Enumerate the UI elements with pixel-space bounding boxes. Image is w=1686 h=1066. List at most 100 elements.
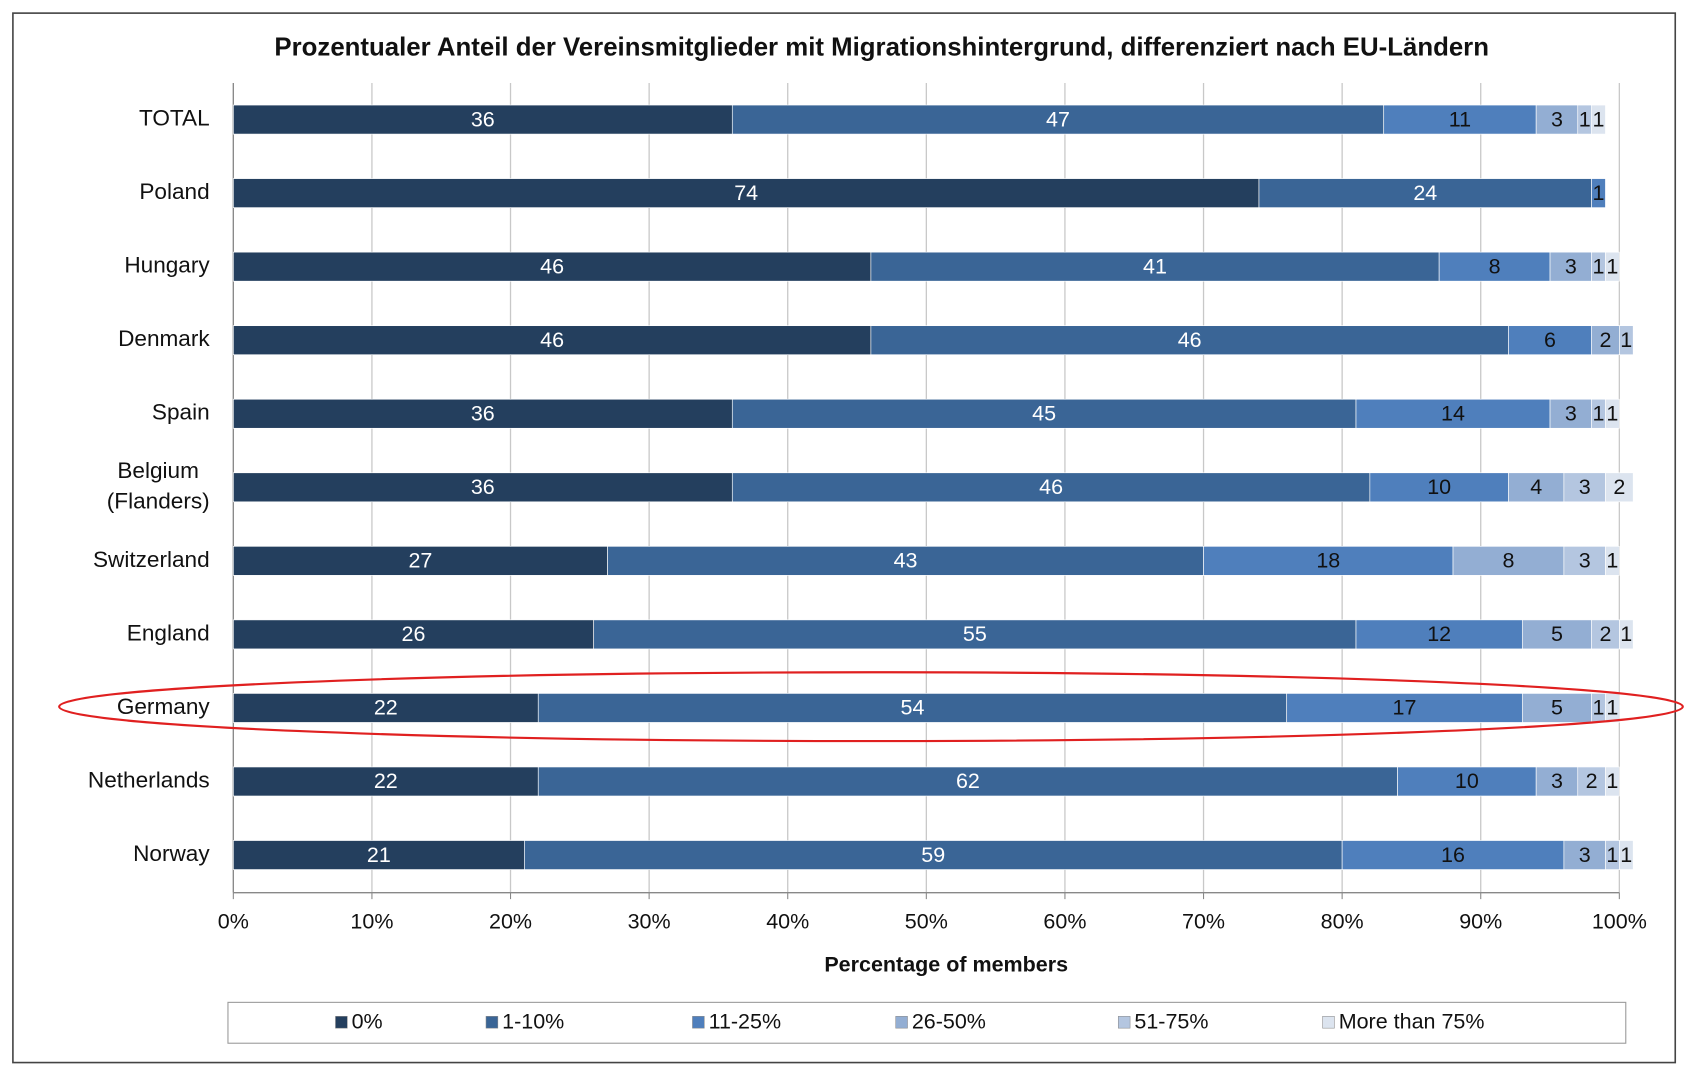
data-label: 16 xyxy=(1441,843,1465,867)
bar-segment xyxy=(1369,472,1509,503)
plot: 0% 10% 20% 30% 40% 50% 60% 70% 80% 90% 100%TOTAL 36… xyxy=(88,83,1647,1033)
data-label: 1 xyxy=(1593,402,1605,426)
legend-swatch xyxy=(335,1016,348,1029)
bar-segment xyxy=(1535,104,1579,135)
data-label: 74 xyxy=(734,181,758,205)
data-label: 2 xyxy=(1599,622,1611,646)
bar-segment xyxy=(1397,766,1537,797)
legend-label: 26-50% xyxy=(912,1009,986,1033)
x-tick-label: 60% xyxy=(1043,909,1086,933)
y-tick-label: Denmark xyxy=(118,326,210,351)
bar-segment xyxy=(607,546,1204,576)
legend-swatch xyxy=(692,1016,705,1029)
legend-swatch xyxy=(485,1016,499,1029)
x-tick-label: 80% xyxy=(1321,909,1364,933)
bar-segment xyxy=(1508,325,1592,356)
bar-segment xyxy=(1619,325,1634,356)
y-tick-label: Germany xyxy=(117,694,211,719)
data-label: 1 xyxy=(1606,549,1618,573)
x-tick-label: 90% xyxy=(1459,909,1502,933)
data-label: 46 xyxy=(1039,475,1063,499)
x-tick-label: 40% xyxy=(766,909,809,933)
bar-segment xyxy=(233,398,733,429)
bar-segment xyxy=(1438,251,1551,282)
data-label: 24 xyxy=(1413,181,1437,205)
bar-segment xyxy=(1577,766,1606,797)
data-label: 36 xyxy=(471,107,495,131)
frame xyxy=(12,12,1677,1064)
data-label: 17 xyxy=(1393,696,1417,720)
data-label: 3 xyxy=(1565,402,1577,426)
bar-segment xyxy=(1591,104,1606,135)
data-label: 11 xyxy=(1449,107,1471,131)
y-tick-label: TOTAL xyxy=(139,106,210,131)
bar-segment xyxy=(870,325,1509,356)
legend-box xyxy=(227,1001,1627,1044)
data-label: 1 xyxy=(1620,622,1632,646)
data-label: 41 xyxy=(1143,254,1167,278)
data-label: 45 xyxy=(1032,402,1056,426)
data-label: 14 xyxy=(1441,402,1465,426)
bar-segment xyxy=(1383,104,1537,135)
data-label: 46 xyxy=(540,254,564,278)
bar-segment xyxy=(1563,840,1606,870)
legend-label: 0% xyxy=(352,1009,383,1033)
data-label: 1 xyxy=(1606,402,1618,426)
bar-segment xyxy=(1258,178,1592,208)
bar-segment xyxy=(1203,546,1454,576)
bar-segment xyxy=(1563,472,1606,503)
data-label: 55 xyxy=(963,622,987,646)
legend-label: 1-10% xyxy=(502,1009,564,1033)
x-axis-title: Percentage of members xyxy=(824,952,1068,976)
bar-segment xyxy=(233,178,1260,208)
data-label: 27 xyxy=(408,549,432,573)
bar-segment xyxy=(233,840,525,870)
x-tick-label: 10% xyxy=(350,909,393,933)
bar-segment xyxy=(1521,619,1592,650)
bar-segment xyxy=(537,693,1288,723)
data-label: 1 xyxy=(1579,107,1591,131)
bar-segment xyxy=(233,693,539,723)
x-tick-label: 100% xyxy=(1592,909,1647,933)
data-label: 1 xyxy=(1606,843,1618,867)
data-label: 10 xyxy=(1455,769,1479,793)
chart-title: Prozentualer Anteil der Vereinsmitgliede… xyxy=(274,33,1489,61)
bar-segment xyxy=(1591,619,1620,650)
bar-segment xyxy=(1521,693,1592,723)
data-label: 8 xyxy=(1489,254,1501,278)
data-label: 5 xyxy=(1551,622,1563,646)
data-label: 3 xyxy=(1579,475,1591,499)
legend-label: More than 75% xyxy=(1339,1009,1485,1033)
data-label: 36 xyxy=(471,475,495,499)
data-label: 18 xyxy=(1316,549,1340,573)
bar-segment xyxy=(1605,546,1620,576)
data-label: 3 xyxy=(1551,769,1563,793)
y-tick-label: England xyxy=(127,620,210,645)
data-label: 1 xyxy=(1593,254,1605,278)
highlight-ellipse xyxy=(58,671,1684,743)
data-label: 2 xyxy=(1599,328,1611,352)
bar-segment xyxy=(1605,398,1620,429)
data-label: 54 xyxy=(901,696,925,720)
bar-segment xyxy=(731,398,1357,429)
bar-segment xyxy=(1535,766,1579,797)
x-tick-label: 50% xyxy=(905,909,948,933)
bar-segment xyxy=(1605,766,1620,797)
data-label: 3 xyxy=(1579,843,1591,867)
data-label: 1 xyxy=(1606,696,1618,720)
data-label: 3 xyxy=(1579,549,1591,573)
bar-segment xyxy=(1605,472,1634,503)
data-label: 1 xyxy=(1593,696,1605,720)
data-label: 6 xyxy=(1544,328,1556,352)
bar-segment xyxy=(537,766,1398,797)
bar-segment xyxy=(1591,325,1620,356)
data-label: 36 xyxy=(471,402,495,426)
y-tick-label: Poland xyxy=(139,179,209,204)
bar-segment xyxy=(233,546,608,576)
legend-label: 11-25% xyxy=(709,1009,782,1033)
data-label: 12 xyxy=(1427,622,1451,646)
bar-segment xyxy=(1605,251,1620,282)
bar-segment xyxy=(233,619,595,650)
x-tick-label: 30% xyxy=(628,909,671,933)
